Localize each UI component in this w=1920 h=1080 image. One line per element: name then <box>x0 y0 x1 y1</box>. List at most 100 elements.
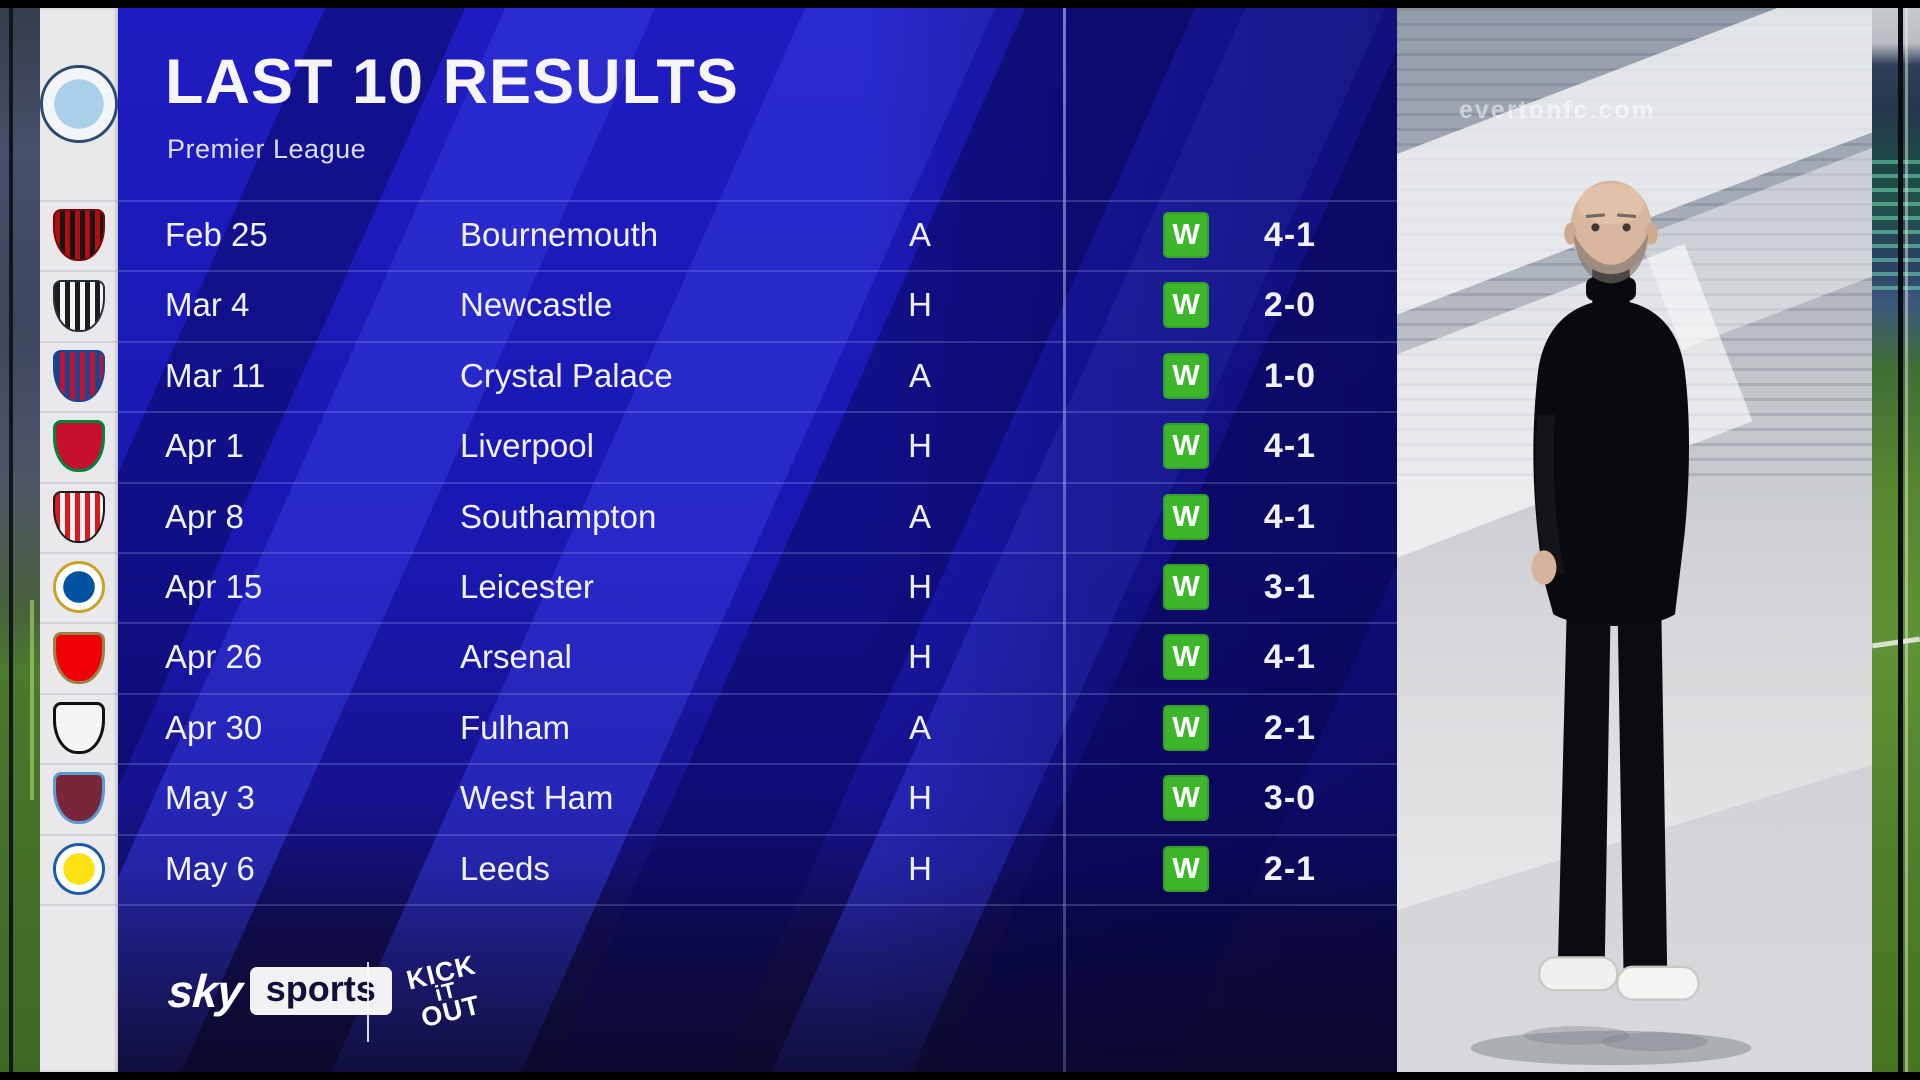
opponent-badge-cell <box>40 622 118 692</box>
competition-subtitle: Premier League <box>167 134 367 164</box>
presenter-panel: evertonfc.com <box>1397 8 1872 1072</box>
table-row: Apr 15 Leicester H W 3-1 <box>118 552 1397 622</box>
venue-indicator: H <box>908 638 932 676</box>
opponent-badge-cell <box>40 200 118 270</box>
opponent-badge-cell <box>40 270 118 340</box>
result-badge-win: W <box>1163 704 1209 751</box>
match-score: 2-1 <box>1263 849 1317 888</box>
match-date: Apr 8 <box>165 497 244 535</box>
row-separator <box>118 692 1397 695</box>
match-date: Mar 4 <box>165 286 250 324</box>
row-separator <box>118 481 1397 484</box>
result-badge-win: W <box>1163 282 1209 329</box>
rail-separator <box>40 692 118 695</box>
badge-crystal-palace <box>53 349 105 402</box>
opponent-name: Fulham <box>460 708 571 746</box>
stadium-photo-left-edge <box>0 0 40 1080</box>
match-score: 3-0 <box>1263 779 1317 818</box>
opponent-badge-cell <box>40 411 118 481</box>
row-separator <box>118 411 1397 414</box>
match-score: 4-1 <box>1263 638 1317 677</box>
badge-southampton <box>53 490 105 543</box>
opponent-badge-cell <box>40 552 118 622</box>
match-date: May 3 <box>165 779 255 817</box>
letterbox-top <box>0 0 1920 8</box>
venue-indicator: A <box>908 356 931 394</box>
table-row: Mar 11 Crystal Palace A W 1-0 <box>118 341 1397 411</box>
row-separator <box>118 270 1397 273</box>
table-row: Mar 4 Newcastle H W 2-0 <box>118 270 1397 340</box>
badge-arsenal <box>53 631 105 684</box>
venue-indicator: H <box>908 568 932 605</box>
results-table: Feb 25 Bournemouth A W 4-1 Mar 4 Newcastle H W 2-… <box>118 200 1397 904</box>
opponent-name: Liverpool <box>460 427 594 465</box>
match-date: May 6 <box>165 849 255 887</box>
row-separator <box>118 622 1397 625</box>
rail-separator <box>40 833 118 836</box>
rail-separator <box>40 411 118 414</box>
badge-fulham <box>53 701 105 754</box>
result-badge-win: W <box>1163 634 1209 681</box>
rail-separator <box>40 340 118 343</box>
letterbox-bottom <box>0 1072 1920 1080</box>
badge-west-ham <box>53 772 105 825</box>
badge-leeds <box>53 842 105 895</box>
table-row: May 6 Leeds H W 2-1 <box>118 834 1397 904</box>
table-row: Apr 30 Fulham A W 2-1 <box>118 693 1397 763</box>
sports-wordmark: sports <box>265 968 376 1009</box>
match-date: Apr 15 <box>165 568 263 605</box>
venue-indicator: A <box>908 708 931 746</box>
table-row: Apr 8 Southampton A W 4-1 <box>118 482 1397 552</box>
match-score: 2-0 <box>1263 286 1317 325</box>
rail-separator <box>40 904 118 906</box>
sky-wordmark: sky <box>166 965 244 1017</box>
sky-sports-logo: sky sports <box>166 965 392 1017</box>
match-score: 1-0 <box>1263 356 1317 395</box>
table-row: Apr 26 Arsenal H W 4-1 <box>118 622 1397 692</box>
pitch-highlight <box>30 600 34 800</box>
rail-separator <box>40 763 118 766</box>
opponent-name: Bournemouth <box>460 216 659 253</box>
match-date: Apr 1 <box>165 427 244 465</box>
result-badge-win: W <box>1163 845 1209 892</box>
scoreboard-strip <box>1872 160 1920 290</box>
opponent-name: Crystal Palace <box>460 356 673 394</box>
match-score: 4-1 <box>1263 216 1317 254</box>
rail-separator <box>40 200 118 202</box>
match-score: 2-1 <box>1263 708 1317 747</box>
result-badge-win: W <box>1163 352 1209 399</box>
opponent-name: Southampton <box>460 497 657 535</box>
row-separator <box>118 340 1397 343</box>
badge-newcastle <box>53 279 105 332</box>
results-panel <box>118 8 1397 1072</box>
rail-separator <box>40 552 118 554</box>
table-row: Apr 1 Liverpool H W 4-1 <box>118 411 1397 481</box>
opponent-badge-cell <box>40 341 118 411</box>
opponent-badge-cell <box>40 693 118 763</box>
match-date: Apr 30 <box>165 708 263 746</box>
result-badge-win: W <box>1163 423 1209 470</box>
match-date: Apr 26 <box>165 638 263 676</box>
venue-indicator: H <box>908 779 932 817</box>
opponent-name: Leicester <box>460 568 594 605</box>
result-badge-win: W <box>1163 564 1209 610</box>
stadium-photo-right-edge <box>1871 0 1920 1080</box>
match-date: Feb 25 <box>165 216 268 253</box>
row-separator <box>118 904 1397 906</box>
frame-line <box>1898 0 1903 1080</box>
venue-indicator: A <box>908 216 931 253</box>
venue-indicator: A <box>908 497 931 535</box>
pitch-line <box>1871 636 1920 649</box>
match-date: Mar 11 <box>165 356 266 394</box>
result-badge-win: W <box>1163 493 1209 540</box>
row-separator <box>118 552 1397 554</box>
opponent-name: Arsenal <box>460 638 572 676</box>
venue-indicator: H <box>908 427 932 465</box>
goal-post-line <box>9 0 13 1080</box>
sports-box: sports <box>249 967 392 1015</box>
pep-guardiola-photo <box>1470 180 1752 1066</box>
venue-indicator: H <box>908 286 932 324</box>
match-score: 4-1 <box>1263 427 1317 466</box>
rail-separator <box>40 270 118 273</box>
